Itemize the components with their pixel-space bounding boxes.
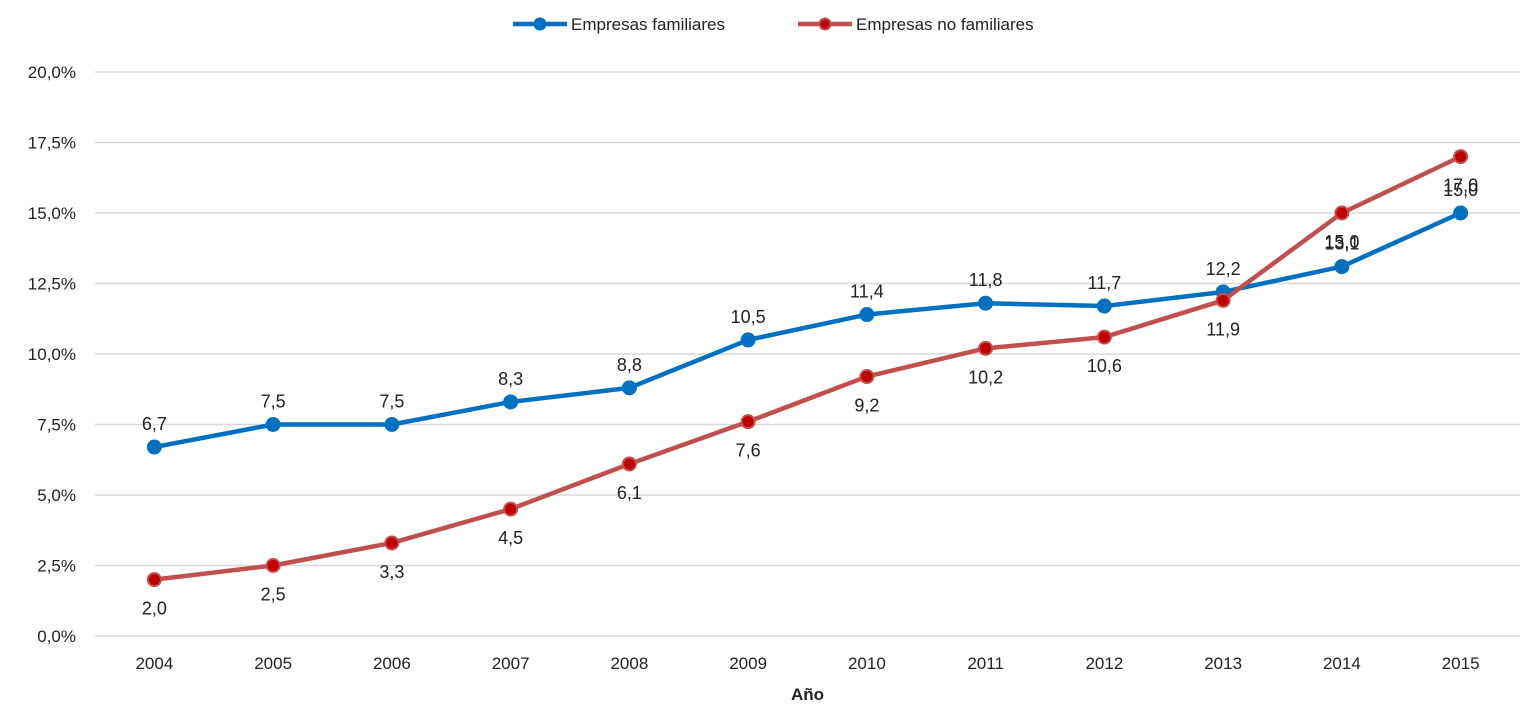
legend: Empresas familiares Empresas no familiare… bbox=[513, 15, 1034, 34]
data-label: 17,0 bbox=[1443, 176, 1478, 196]
data-point bbox=[384, 417, 400, 432]
data-label: 10,6 bbox=[1087, 356, 1122, 376]
data-point bbox=[1453, 149, 1469, 165]
data-point bbox=[740, 332, 756, 348]
data-label: 15,0 bbox=[1443, 180, 1478, 200]
data-point bbox=[859, 369, 875, 385]
data-label: 15,0 bbox=[1324, 232, 1359, 252]
data-label: 6,1 bbox=[617, 483, 642, 503]
y-tick-label: 0,0% bbox=[37, 627, 76, 646]
data-point bbox=[740, 414, 756, 430]
x-tick-label: 2015 bbox=[1442, 654, 1480, 673]
data-point bbox=[621, 380, 637, 396]
data-label: 11,9 bbox=[1206, 319, 1240, 339]
x-tick-label: 2005 bbox=[254, 654, 292, 673]
legend-label-1: Empresas familiares bbox=[571, 15, 725, 34]
x-tick-label: 2009 bbox=[729, 654, 767, 673]
data-point bbox=[1096, 298, 1112, 314]
data-label: 13,1 bbox=[1324, 234, 1359, 254]
x-tick-label: 2010 bbox=[848, 654, 886, 673]
data-label: 6,7 bbox=[142, 414, 167, 434]
y-tick-label: 2,5% bbox=[37, 557, 76, 576]
series-line-2 bbox=[152, 154, 1463, 582]
series-line-1 bbox=[152, 210, 1463, 450]
data-point bbox=[146, 572, 162, 588]
y-tick-label: 15,0% bbox=[28, 204, 76, 223]
x-tick-label: 2013 bbox=[1204, 654, 1242, 673]
data-label: 11,4 bbox=[850, 282, 884, 302]
data-point bbox=[265, 417, 281, 432]
data-label: 9,2 bbox=[854, 396, 879, 416]
data-label: 7,6 bbox=[736, 441, 761, 461]
data-label: 11,7 bbox=[1088, 273, 1122, 293]
data-label: 7,5 bbox=[379, 392, 404, 412]
data-label: 12,2 bbox=[1206, 259, 1241, 279]
x-tick-label: 2011 bbox=[967, 654, 1004, 673]
y-tick-label: 5,0% bbox=[37, 486, 76, 505]
legend-marker-2 bbox=[818, 17, 832, 31]
data-labels: 6,77,5 7,58,38,810,511,411,8 11,712,213,11… bbox=[142, 176, 1478, 619]
data-point bbox=[1334, 205, 1350, 221]
data-label: 8,3 bbox=[498, 369, 523, 389]
legend-marker-1 bbox=[533, 17, 547, 31]
data-point bbox=[1215, 292, 1231, 308]
data-point bbox=[1334, 259, 1350, 275]
x-tick-label: 2007 bbox=[492, 654, 530, 673]
data-label: 7,5 bbox=[261, 392, 286, 412]
y-tick-label: 7,5% bbox=[37, 416, 76, 435]
y-tick-label: 12,5% bbox=[28, 275, 76, 294]
x-tick-label: 2004 bbox=[135, 654, 173, 673]
data-point bbox=[978, 340, 994, 356]
legend-label-2: Empresas no familiares bbox=[856, 15, 1034, 34]
data-point bbox=[1096, 329, 1112, 345]
data-label: 10,2 bbox=[968, 367, 1003, 387]
data-point bbox=[1453, 205, 1469, 221]
data-point bbox=[146, 439, 162, 455]
data-point bbox=[265, 558, 281, 573]
x-tick-label: 2008 bbox=[610, 654, 648, 673]
data-label: 3,3 bbox=[379, 562, 404, 582]
data-point bbox=[503, 501, 519, 517]
data-point bbox=[384, 535, 400, 551]
data-point bbox=[978, 295, 994, 311]
data-label: 2,5 bbox=[261, 585, 286, 605]
data-label: 10,5 bbox=[731, 307, 766, 327]
x-axis-title: Año bbox=[791, 685, 824, 704]
x-tick-label: 2012 bbox=[1085, 654, 1123, 673]
data-point bbox=[859, 307, 875, 323]
y-tick-label: 20,0% bbox=[28, 63, 76, 82]
x-tick-label: 2006 bbox=[373, 654, 411, 673]
data-point bbox=[621, 456, 637, 472]
data-label: 11,8 bbox=[969, 270, 1003, 290]
data-label: 4,5 bbox=[498, 528, 523, 548]
series-lines bbox=[146, 149, 1469, 588]
data-point bbox=[503, 394, 519, 410]
data-label: 2,0 bbox=[142, 599, 167, 619]
y-tick-label: 10,0% bbox=[28, 345, 76, 364]
y-axis-ticks: 0,0% 2,5% 5,0% 7,5% 10,0% 12,5% 15,0% 17,5% 20,0… bbox=[28, 63, 76, 646]
data-label: 8,8 bbox=[617, 355, 642, 375]
grid-lines bbox=[95, 71, 1520, 637]
y-tick-label: 17,5% bbox=[28, 134, 76, 153]
x-tick-label: 2014 bbox=[1323, 654, 1361, 673]
x-axis-ticks: 2004 2005 2006 2007 2008 2009 2010 2011 2012 2013… bbox=[135, 654, 1479, 673]
